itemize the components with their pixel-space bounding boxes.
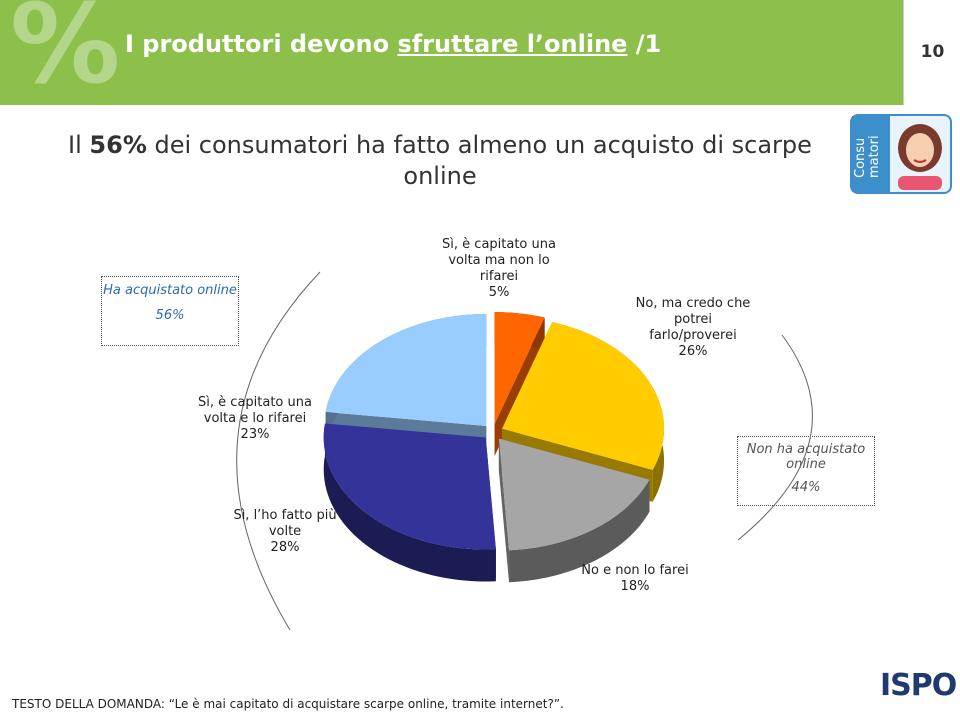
- value-label: 28%: [270, 540, 300, 555]
- category-label: Sì, è capitato una volta ma non lo rifar…: [442, 237, 556, 284]
- slice: [325, 313, 487, 426]
- slice-label: No e non lo farei 18%: [575, 563, 695, 595]
- box-value: 56%: [155, 308, 185, 323]
- category-label: No e non lo farei: [581, 563, 689, 578]
- slice-side: [509, 479, 650, 583]
- logo: ISPO: [880, 668, 957, 703]
- subtitle-part: 56%: [89, 131, 147, 159]
- value-label: 5%: [488, 285, 510, 300]
- title-part: sfruttare l’online: [397, 30, 628, 58]
- category-label: No, ma credo che potrei farlo/proverei: [635, 296, 751, 343]
- header-title: I produttori devono sfruttare l’online /…: [125, 30, 661, 58]
- slice: [323, 423, 496, 550]
- slice-side: [323, 423, 496, 582]
- badge: Consu matori: [850, 114, 952, 194]
- category-label: Sì, l’ho fatto più volte: [233, 508, 337, 539]
- value-label: 23%: [240, 427, 270, 442]
- subtitle-part: dei consumatori ha fatto almeno un acqui…: [146, 131, 812, 190]
- subtitle: Il 56% dei consumatori ha fatto almeno u…: [40, 130, 840, 192]
- subtitle-part: Il: [68, 131, 90, 159]
- slice: [502, 322, 665, 470]
- header-bar: [0, 0, 903, 105]
- page-number: 10: [903, 0, 960, 105]
- watermark: %: [10, 0, 121, 108]
- slice: [494, 312, 545, 425]
- box-label: Non ha acquistato online: [746, 442, 866, 472]
- value-label: 26%: [678, 344, 708, 359]
- footer: TESTO DELLA DOMANDA: “Le è mai capitato …: [12, 697, 564, 711]
- connector: [737, 334, 813, 541]
- box-label: Ha acquistato online: [103, 283, 237, 298]
- category-label: Sì, è capitato una volta e lo rifarei: [198, 395, 312, 426]
- box-bought: Ha acquistato online 56%: [101, 276, 239, 346]
- slice-label: Sì, l’ho fatto più volte 28%: [225, 508, 345, 556]
- slice-label: No, ma credo che potrei farlo/proverei 26…: [630, 296, 756, 360]
- slice-label: Sì, è capitato una volta e lo rifarei 23%: [195, 395, 315, 443]
- title-part: I produttori devono: [125, 30, 398, 58]
- value-label: 18%: [620, 579, 650, 594]
- avatar: [898, 124, 942, 190]
- slice-wall: [498, 438, 510, 583]
- box-value: 44%: [791, 480, 821, 495]
- connector: [236, 271, 321, 631]
- slice: [498, 438, 650, 551]
- box-not-bought: Non ha acquistato online 44%: [737, 436, 875, 506]
- slice-label: Sì, è capitato una volta ma non lo rifar…: [440, 237, 558, 301]
- title-part: /1: [627, 30, 662, 58]
